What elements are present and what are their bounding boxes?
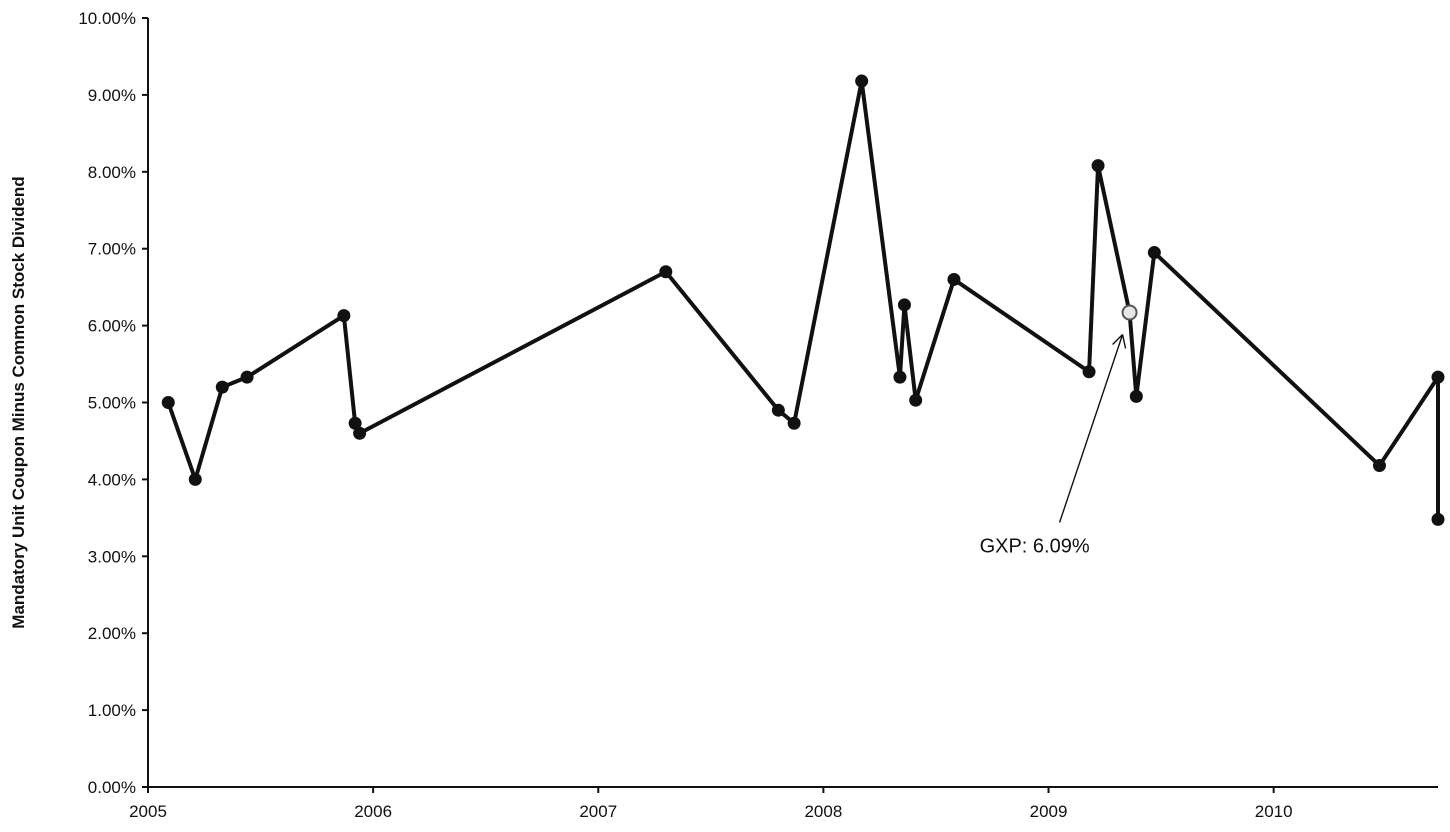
y-tick-label: 2.00% xyxy=(88,624,136,643)
data-point xyxy=(240,370,254,384)
data-point xyxy=(659,265,673,279)
y-tick-label: 1.00% xyxy=(88,701,136,720)
x-axis-ticks: 2005 2006 2007 2008 2009 2010 xyxy=(129,787,1293,821)
y-tick-label: 5.00% xyxy=(88,394,136,413)
series-line xyxy=(166,79,1440,520)
y-tick-label: 7.00% xyxy=(88,240,136,259)
data-point xyxy=(1147,246,1161,260)
data-point xyxy=(353,426,367,440)
series-group xyxy=(161,74,1445,526)
data-point xyxy=(897,298,911,312)
data-point xyxy=(215,380,229,394)
annotation-label: GXP: 6.09% xyxy=(980,536,1090,558)
y-tick-label: 10.00% xyxy=(78,9,136,28)
annotation-arrow-head xyxy=(1112,334,1127,349)
y-tick-label: 8.00% xyxy=(88,163,136,182)
y-axis-title: Mandatory Unit Coupon Minus Common Stock… xyxy=(9,176,28,628)
data-point xyxy=(909,393,923,407)
annotation-arrow-line xyxy=(1058,334,1124,523)
x-tick-label: 2007 xyxy=(579,802,617,821)
annotation-group: GXP: 6.09% xyxy=(980,334,1127,558)
x-tick-label: 2008 xyxy=(804,802,842,821)
y-tick-label: 9.00% xyxy=(88,86,136,105)
y-tick-label: 0.00% xyxy=(88,778,136,797)
x-tick-label: 2005 xyxy=(129,802,167,821)
x-tick-label: 2009 xyxy=(1030,802,1068,821)
y-axis-ticks: 0.00% 1.00% 2.00% 3.00% 4.00% 5.00% 6.00% 7.00%… xyxy=(78,9,148,797)
x-tick-label: 2006 xyxy=(354,802,392,821)
data-point xyxy=(1082,365,1096,379)
data-point xyxy=(337,309,351,323)
y-tick-label: 3.00% xyxy=(88,547,136,566)
highlight-point xyxy=(1121,304,1138,321)
x-tick-label: 2010 xyxy=(1255,802,1293,821)
data-point xyxy=(1372,459,1386,473)
data-point xyxy=(188,472,202,486)
data-point xyxy=(893,370,907,384)
data-point xyxy=(161,396,175,409)
y-tick-label: 6.00% xyxy=(88,317,136,336)
data-point xyxy=(1129,389,1143,403)
data-point xyxy=(1431,512,1445,526)
data-point xyxy=(1091,159,1105,173)
data-point xyxy=(947,272,961,286)
y-tick-label: 4.00% xyxy=(88,470,136,489)
data-point xyxy=(855,74,869,88)
data-point xyxy=(787,416,801,430)
data-point xyxy=(1431,370,1445,384)
data-point xyxy=(771,403,785,417)
